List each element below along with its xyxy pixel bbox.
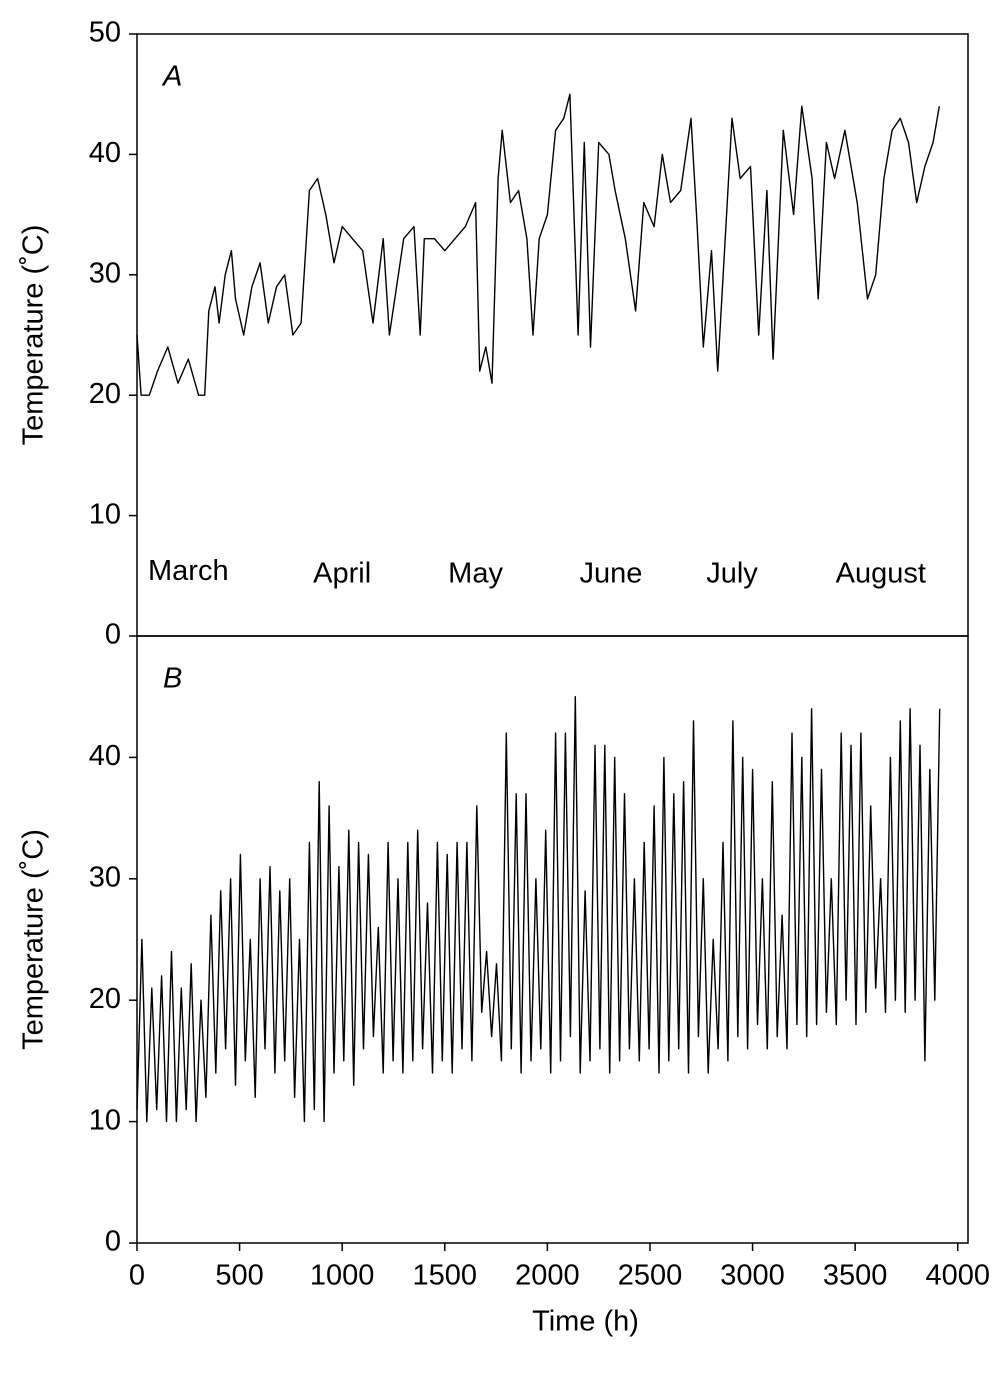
y-tick-label: 30 xyxy=(89,861,121,893)
y-axis-label: Temperature (˚C) xyxy=(18,225,50,446)
y-tick-label: 20 xyxy=(89,983,121,1015)
y-tick-label: 30 xyxy=(89,257,121,289)
plot-frame xyxy=(136,635,969,1244)
x-tick-label: 0 xyxy=(129,1260,145,1292)
month-label: June xyxy=(580,557,643,589)
y-tick-label: 10 xyxy=(89,1104,121,1136)
x-axis-label: Time (h) xyxy=(532,1306,639,1338)
x-tick-label: 1500 xyxy=(413,1260,478,1292)
x-tick-label: 500 xyxy=(215,1260,263,1292)
temperature-line xyxy=(136,696,941,1123)
y-tick-label: 10 xyxy=(89,498,121,530)
x-tick-label: 3000 xyxy=(720,1260,785,1292)
panel-label: A xyxy=(161,61,182,93)
y-tick-label: 0 xyxy=(105,1226,121,1258)
month-label: August xyxy=(836,557,926,589)
y-tick-label: 20 xyxy=(89,378,121,410)
month-label: May xyxy=(448,557,503,589)
month-label: July xyxy=(706,557,758,589)
x-tick-label: 2000 xyxy=(515,1260,580,1292)
plot-frame xyxy=(136,33,969,637)
x-tick-label: 2500 xyxy=(618,1260,683,1292)
x-tick-label: 3500 xyxy=(823,1260,888,1292)
month-label: April xyxy=(313,557,371,589)
y-tick-label: 0 xyxy=(105,619,121,651)
y-tick-label: 40 xyxy=(89,137,121,169)
month-label: March xyxy=(148,555,229,587)
y-axis-label: Temperature (˚C) xyxy=(18,829,50,1050)
y-tick-label: 40 xyxy=(89,740,121,772)
y-tick-label: 50 xyxy=(89,17,121,49)
x-tick-label: 1000 xyxy=(310,1260,375,1292)
panel-label: B xyxy=(163,663,182,695)
temperature-line xyxy=(136,93,940,396)
x-tick-label: 4000 xyxy=(925,1260,990,1292)
